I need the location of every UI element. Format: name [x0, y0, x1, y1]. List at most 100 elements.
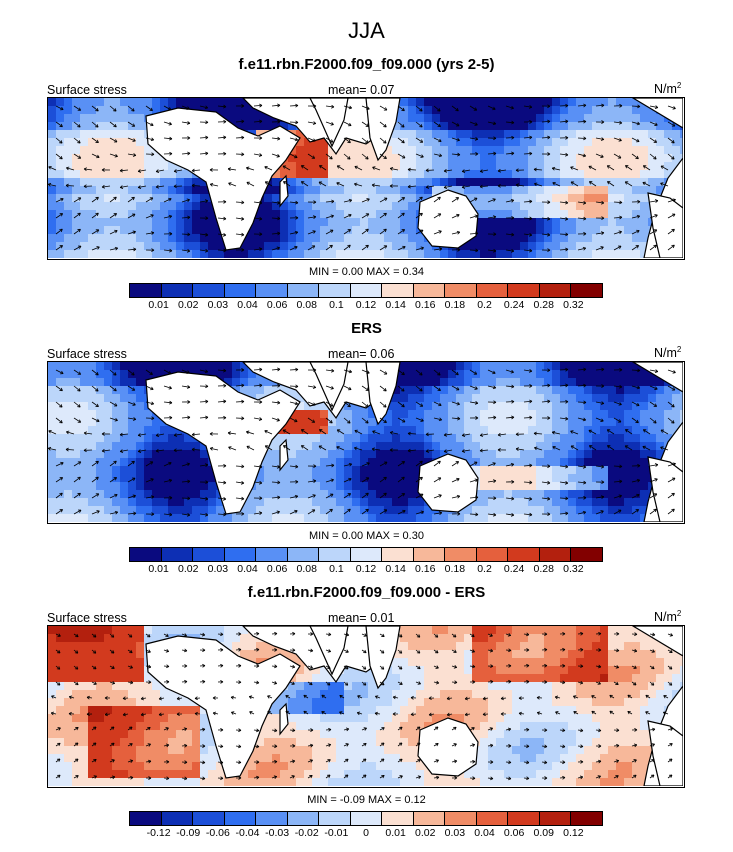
colorbar-swatch [193, 812, 225, 825]
panel-2-map [47, 361, 685, 524]
colorbar-swatch [539, 548, 572, 561]
colorbar-tick-label: 0.08 [296, 299, 317, 311]
colorbar-swatch [350, 812, 383, 825]
colorbar-tick-label: 0.16 [415, 563, 436, 575]
panel-1-map [47, 97, 685, 260]
wind-vectors [50, 631, 674, 781]
panel-2-mean-label: mean= [328, 347, 367, 361]
colorbar-tick-label: 0 [363, 827, 369, 839]
colorbar-tick-label: 0.03 [207, 563, 229, 575]
colorbar-tick-label: 0.12 [355, 299, 377, 311]
panel-1-minmax: MIN = 0.00 MAX = 0.34 [309, 266, 424, 278]
colorbar-swatch [130, 548, 162, 561]
panel-2-mean-value: 0.06 [370, 347, 395, 361]
panel-3-mean-value: 0.01 [370, 611, 395, 625]
colorbar-swatch [445, 284, 477, 297]
panel-1-variable-label: Surface stress [47, 83, 127, 97]
colorbar-swatch [508, 548, 540, 561]
panel-3-map-svg [48, 626, 683, 786]
colorbar-swatch [539, 284, 572, 297]
colorbar-swatch [161, 284, 194, 297]
panel-1-colorbar [129, 283, 603, 298]
panel-2-units: N/m2 [654, 345, 681, 360]
colorbar-swatch [161, 812, 194, 825]
colorbar-tick-label: 0.06 [266, 299, 288, 311]
colorbar-swatch [319, 548, 351, 561]
colorbar-tick-label: 0.01 [148, 563, 169, 575]
colorbar-swatch [193, 284, 225, 297]
colorbar-tick-label: 0.18 [444, 563, 466, 575]
colorbar-tick-label: 0.04 [474, 827, 495, 839]
colorbar-swatch [508, 284, 540, 297]
colorbar-swatch [193, 548, 225, 561]
colorbar-tick-label: 0.2 [477, 563, 492, 575]
colorbar-tick-label: -0.04 [235, 827, 260, 839]
panel-3-mean-label: mean= [328, 611, 367, 625]
colorbar-swatch [319, 812, 351, 825]
colorbar-swatch [224, 548, 257, 561]
panel-3-map [47, 625, 685, 788]
colorbar-tick-label: 0.03 [444, 827, 466, 839]
colorbar-swatch [256, 812, 288, 825]
colorbar-swatch [287, 812, 320, 825]
colorbar-swatch [413, 812, 446, 825]
colorbar-tick-label: 0.04 [237, 563, 258, 575]
colorbar-tick-label: 0.04 [237, 299, 258, 311]
colorbar-tick-label: 0.09 [533, 827, 554, 839]
colorbar-tick-label: 0.03 [207, 299, 229, 311]
continents [145, 98, 683, 258]
colorbar-tick-label: 0.02 [415, 827, 436, 839]
panel-3-mean: mean= 0.01 [328, 611, 394, 625]
colorbar-swatch [413, 284, 446, 297]
colorbar-tick-label: 0.14 [385, 563, 406, 575]
colorbar-tick-label: 0.01 [385, 827, 406, 839]
panel-3-minmax: MIN = -0.09 MAX = 0.12 [307, 794, 426, 806]
colorbar-swatch [319, 284, 351, 297]
colorbar-swatch [382, 548, 414, 561]
colorbar-tick-label: 0.32 [563, 563, 584, 575]
colorbar-tick-label: 0.1 [329, 563, 344, 575]
colorbar-tick-label: -0.12 [146, 827, 171, 839]
colorbar-tick-label: -0.09 [176, 827, 201, 839]
colorbar-swatch [445, 548, 477, 561]
panel-1-mean-label: mean= [328, 83, 367, 97]
continents [145, 626, 683, 786]
panel-1-units: N/m2 [654, 81, 681, 96]
panel-1-units-text: N/m [654, 82, 677, 97]
panel-2-mean: mean= 0.06 [328, 347, 394, 361]
panel-3-colorbar-ticks: -0.12 -0.09 -0.06 -0.04 -0.03 -0.02 -0.01 0 0.01… [129, 827, 603, 839]
colorbar-tick-label: 0.06 [503, 827, 525, 839]
panel-2-colorbar [129, 547, 603, 562]
colorbar-tick-label: 0.02 [178, 563, 199, 575]
colorbar-swatch [476, 812, 509, 825]
panel-3-units-text: N/m [654, 610, 677, 625]
panel-1-map-svg [48, 98, 683, 258]
panel-1-mean-value: 0.07 [370, 83, 395, 97]
colorbar-tick-label: 0.01 [148, 299, 169, 311]
colorbar-tick-label: 0.08 [296, 563, 317, 575]
colorbar-swatch [508, 812, 540, 825]
colorbar-swatch [224, 812, 257, 825]
colorbar-tick-label: 0.14 [385, 299, 406, 311]
colorbar-tick-label: 0.02 [178, 299, 199, 311]
panel-2-map-svg [48, 362, 683, 522]
panel-3-colorbar [129, 811, 603, 826]
colorbar-tick-label: -0.03 [265, 827, 290, 839]
colorbar-tick-label: 0.24 [503, 299, 525, 311]
panel-2-variable-label: Surface stress [47, 347, 127, 361]
panel-2-minmax: MIN = 0.00 MAX = 0.30 [309, 530, 424, 542]
colorbar-swatch [224, 284, 257, 297]
continents [145, 362, 683, 522]
colorbar-swatch [382, 812, 414, 825]
colorbar-tick-label: 0.16 [415, 299, 436, 311]
colorbar-swatch [539, 812, 572, 825]
panel-3-units: N/m2 [654, 609, 681, 624]
colorbar-tick-label: 0.1 [329, 299, 344, 311]
panel-1-units-sup: 2 [676, 81, 682, 90]
figure-title: JJA [348, 18, 385, 43]
colorbar-tick-label: 0.28 [533, 563, 554, 575]
colorbar-tick-label: 0.06 [266, 563, 288, 575]
colorbar-tick-label: -0.02 [294, 827, 319, 839]
colorbar-tick-label: 0.2 [477, 299, 492, 311]
colorbar-tick-label: 0.24 [503, 563, 525, 575]
